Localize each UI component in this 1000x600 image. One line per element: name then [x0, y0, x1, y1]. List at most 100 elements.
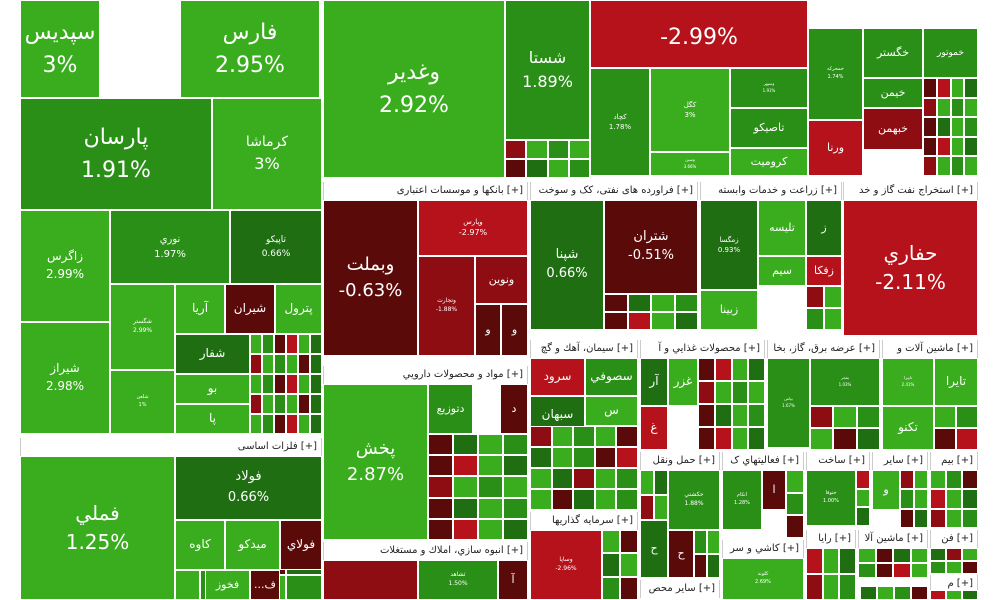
stock-tile-small[interactable]	[946, 489, 962, 509]
stock-tile-small[interactable]	[478, 497, 503, 519]
stock-tile-small[interactable]	[698, 358, 715, 381]
stock-tile-small[interactable]	[262, 414, 274, 434]
stock-tile-small[interactable]	[946, 590, 962, 600]
stock-tile-small[interactable]	[936, 156, 951, 176]
stock-tile[interactable]: ونوين	[475, 256, 528, 304]
stock-tile[interactable]: پخش 2.87%	[323, 384, 428, 540]
stock-tile[interactable]: فملي 1.25%	[20, 456, 175, 600]
stock-tile-small[interactable]	[594, 468, 617, 489]
stock-tile[interactable]: نوري 1.97%	[110, 210, 230, 284]
stock-tile[interactable]: د	[500, 384, 528, 434]
stock-tile[interactable]: و	[501, 304, 528, 356]
stock-tile-small[interactable]	[822, 548, 840, 574]
stock-tile[interactable]: وسپهر 1.91%	[730, 68, 808, 108]
stock-tile[interactable]: -2.99%	[590, 0, 808, 68]
stock-tile-small[interactable]	[930, 508, 946, 528]
stock-tile-small[interactable]	[806, 574, 823, 600]
sector-header[interactable]: [+] عرضه برق، گاز، بخا	[767, 340, 880, 358]
stock-tile-small[interactable]	[616, 447, 638, 468]
stock-tile[interactable]: ميدکو	[225, 520, 280, 570]
stock-tile-small[interactable]	[505, 140, 527, 159]
stock-tile-small[interactable]	[900, 470, 914, 490]
stock-tile-small[interactable]	[877, 586, 894, 600]
stock-tile-small[interactable]	[568, 159, 590, 178]
stock-tile[interactable]: وساپا -2.96%	[530, 530, 602, 600]
stock-tile[interactable]: وتجارت -1.88%	[418, 256, 475, 356]
stock-tile-small[interactable]	[914, 489, 928, 509]
stock-tile-small[interactable]	[936, 78, 951, 98]
stock-tile-small[interactable]	[946, 470, 962, 490]
stock-tile-small[interactable]	[175, 570, 200, 600]
stock-tile-small[interactable]	[654, 495, 668, 520]
stock-tile-small[interactable]	[956, 428, 978, 450]
stock-tile[interactable]: فخوز	[205, 570, 250, 600]
stock-tile-small[interactable]	[810, 428, 834, 450]
stock-tile-small[interactable]	[428, 434, 453, 456]
stock-tile-small[interactable]	[503, 434, 528, 456]
stock-tile-small[interactable]	[310, 414, 322, 434]
stock-tile-small[interactable]	[594, 426, 617, 447]
sector-header[interactable]: [+] انبوه سازي، املاك و مستغلات	[323, 542, 528, 560]
stock-tile-small[interactable]	[310, 334, 322, 354]
stock-tile[interactable]: شتران -0.51%	[604, 200, 698, 294]
stock-tile-small[interactable]	[310, 394, 322, 414]
stock-tile-small[interactable]	[923, 117, 937, 137]
stock-tile-small[interactable]	[914, 508, 928, 528]
stock-tile-small[interactable]	[428, 455, 453, 477]
stock-tile[interactable]: شيران	[225, 284, 275, 334]
stock-tile[interactable]: تکنو	[882, 406, 934, 450]
sector-header[interactable]: [+] فن	[930, 530, 978, 548]
stock-tile-small[interactable]	[274, 374, 286, 394]
stock-tile-small[interactable]	[822, 574, 840, 600]
stock-tile-small[interactable]	[824, 308, 842, 330]
stock-tile[interactable]: وپارس -2.97%	[418, 200, 528, 256]
sector-header[interactable]: [+] ماشين آلا	[858, 530, 928, 548]
stock-tile[interactable]: پترول	[275, 284, 322, 334]
stock-tile[interactable]: حکشتي 1.88%	[668, 470, 720, 530]
stock-tile[interactable]: کرماشا 3%	[212, 98, 322, 210]
stock-tile-small[interactable]	[568, 140, 590, 159]
sector-header[interactable]: [+] سرمايه گذاريها	[530, 512, 638, 530]
stock-tile-small[interactable]	[262, 374, 274, 394]
sector-header[interactable]: [+] ساخت	[806, 452, 870, 470]
stock-tile-small[interactable]	[250, 414, 262, 434]
stock-tile-small[interactable]	[274, 334, 286, 354]
stock-tile-small[interactable]	[250, 374, 262, 394]
stock-tile-small[interactable]	[946, 561, 962, 574]
stock-tile-small[interactable]	[930, 489, 946, 509]
stock-tile-small[interactable]	[962, 561, 978, 574]
stock-tile-small[interactable]	[900, 489, 914, 509]
stock-tile[interactable]: سيم	[758, 256, 806, 286]
stock-tile[interactable]: ثشاهد 1.50%	[418, 560, 498, 600]
stock-tile-small[interactable]	[310, 374, 322, 394]
stock-tile[interactable]: سصوفي	[585, 358, 638, 396]
sector-header[interactable]: [+] ماشين آلات و	[882, 340, 978, 358]
stock-tile-small[interactable]	[627, 312, 651, 330]
stock-tile[interactable]: پارسان 1.91%	[20, 98, 212, 210]
stock-tile-small[interactable]	[893, 563, 911, 578]
stock-tile-small[interactable]	[946, 508, 962, 528]
stock-tile-small[interactable]	[530, 489, 552, 510]
stock-tile-small[interactable]	[262, 394, 274, 414]
sector-header[interactable]: [+] سيمان، آهك و گچ	[530, 340, 638, 358]
stock-tile-small[interactable]	[602, 530, 620, 554]
stock-tile[interactable]: خيمن	[863, 78, 923, 108]
stock-tile-small[interactable]	[286, 354, 298, 374]
stock-tile-small[interactable]	[453, 497, 478, 519]
stock-tile-small[interactable]	[274, 414, 286, 434]
stock-tile-small[interactable]	[962, 470, 978, 490]
stock-tile-small[interactable]	[858, 563, 876, 578]
stock-tile[interactable]: تليسه	[758, 200, 806, 256]
stock-tile[interactable]: شفار	[175, 334, 250, 374]
stock-tile[interactable]: سرود	[530, 358, 585, 396]
stock-tile-small[interactable]	[894, 586, 911, 600]
stock-tile[interactable]: ح	[668, 530, 694, 578]
stock-tile-small[interactable]	[731, 404, 749, 427]
stock-tile-small[interactable]	[914, 470, 928, 490]
stock-tile-small[interactable]	[620, 576, 638, 600]
stock-tile-small[interactable]	[950, 78, 965, 98]
stock-tile-small[interactable]	[910, 548, 928, 563]
stock-tile-small[interactable]	[923, 156, 937, 176]
stock-tile-small[interactable]	[936, 97, 951, 118]
stock-tile-small[interactable]	[936, 117, 951, 137]
